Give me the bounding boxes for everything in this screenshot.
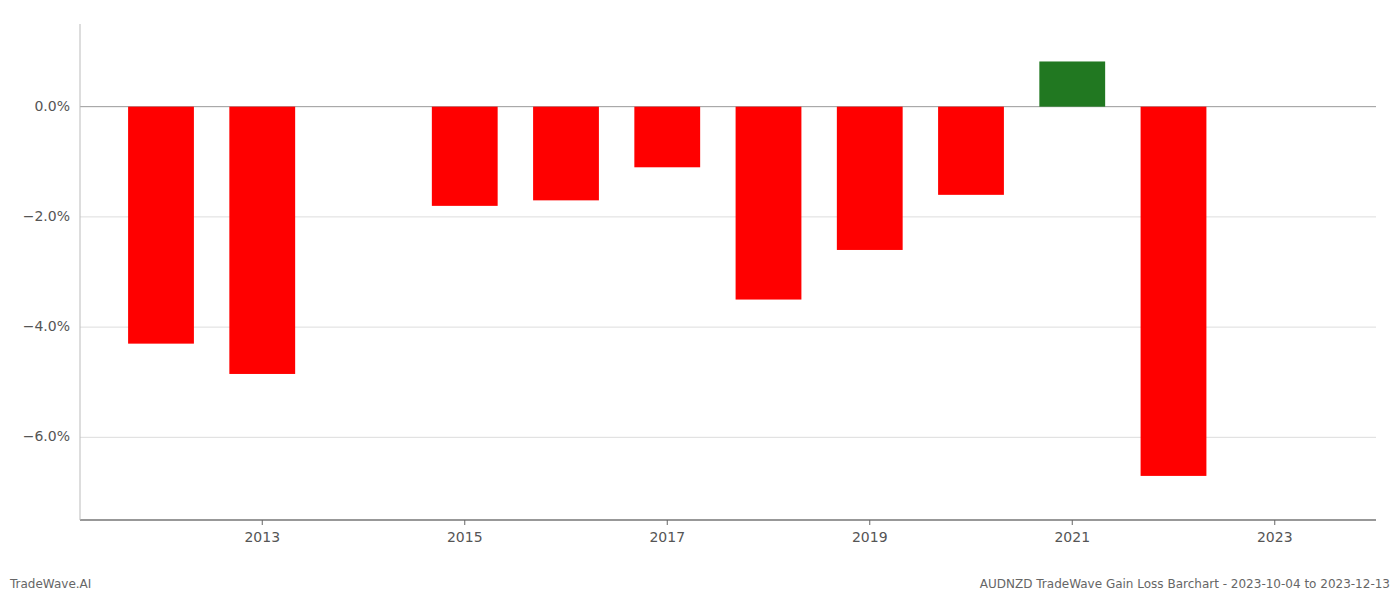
bar [837, 107, 903, 250]
x-tick [464, 520, 465, 525]
bar [533, 107, 599, 201]
footer-text: TradeWave.AI [9, 577, 91, 591]
x-tick-label: 2015 [447, 529, 483, 545]
x-tick [1274, 520, 1275, 525]
x-tick [667, 520, 668, 525]
x-tick [262, 520, 263, 525]
x-tick [869, 520, 870, 525]
x-tick-label: 2023 [1257, 529, 1293, 545]
chart: 0.0% −2.0% −4.0% −6.0% 2013 2015 2017 2019 2021 2… [0, 0, 1400, 600]
y-axis-line [80, 24, 81, 520]
footer-text: AUDNZD TradeWave Gain Loss Barchart - 20… [980, 577, 1390, 591]
bar [229, 107, 295, 374]
x-tick-label: 2019 [852, 529, 888, 545]
x-tick-label: 2017 [649, 529, 685, 545]
y-tick-label: −4.0% [23, 318, 70, 334]
bar [938, 107, 1004, 195]
x-tick [1072, 520, 1073, 525]
y-tick-label: 0.0% [34, 98, 70, 114]
bar [1039, 61, 1105, 106]
bars [128, 61, 1206, 475]
y-tick-label: −6.0% [23, 428, 70, 444]
x-axis-line [80, 519, 1376, 520]
x-tick-label: 2013 [244, 529, 280, 545]
bar [432, 107, 498, 206]
x-tick-label: 2021 [1054, 529, 1090, 545]
bar [1141, 107, 1207, 476]
y-tick-label: −2.0% [23, 208, 70, 224]
bar [128, 107, 194, 344]
bar [736, 107, 802, 300]
bar [634, 107, 700, 168]
